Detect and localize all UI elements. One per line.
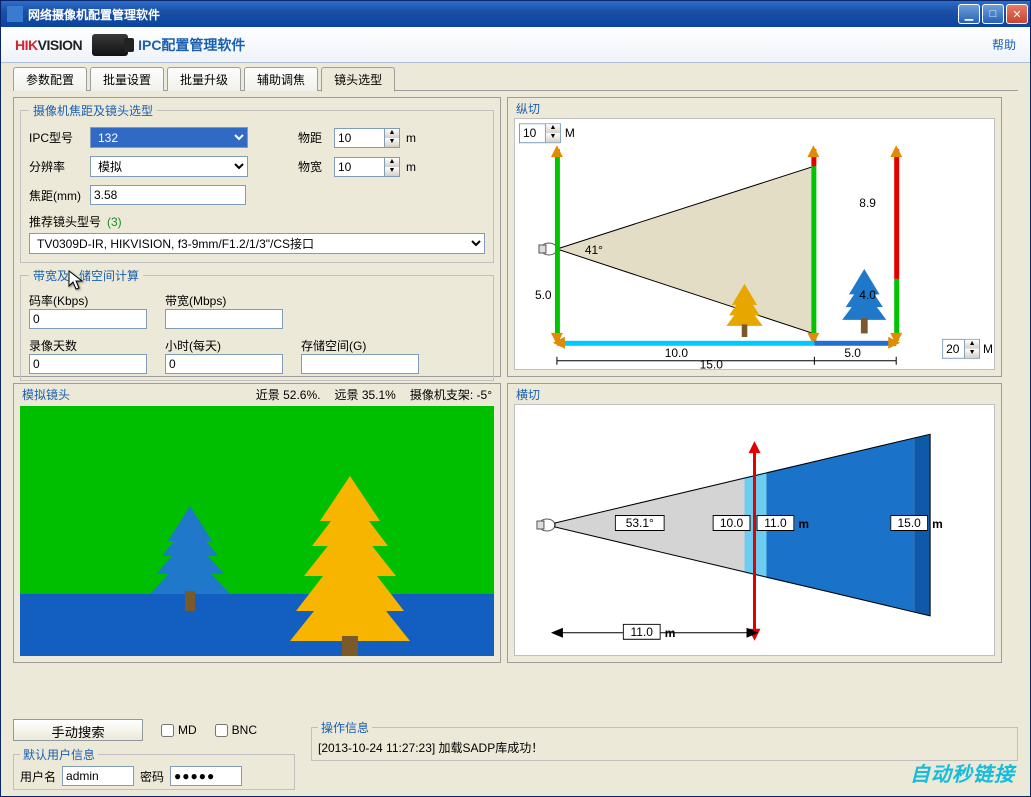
recommend-label: 推荐镜头型号 bbox=[29, 213, 101, 230]
vslice-top-spinner[interactable]: ▲▼ bbox=[519, 123, 561, 143]
svg-text:5.0: 5.0 bbox=[535, 288, 552, 302]
camera-icon bbox=[92, 34, 128, 56]
app-title: IPC配置管理软件 bbox=[138, 35, 245, 55]
lens-near: 近景 52.6%. bbox=[256, 386, 321, 403]
spin-up-icon[interactable]: ▲ bbox=[385, 129, 399, 138]
bitrate-input[interactable] bbox=[29, 309, 147, 329]
operation-info-group: 操作信息 [2013-10-24 11:27:23] 加载SADP库成功！ bbox=[311, 719, 1018, 761]
brand-logo: HIKVISION bbox=[15, 37, 82, 53]
bitrate-label: 码率(Kbps) bbox=[29, 292, 147, 309]
watermark-text: 自动秒链接 bbox=[910, 758, 1015, 787]
help-link[interactable]: 帮助 bbox=[992, 36, 1016, 53]
svg-text:m: m bbox=[798, 517, 809, 531]
svg-text:m: m bbox=[665, 626, 676, 640]
width-input[interactable] bbox=[334, 157, 384, 177]
vslice-diagram: ▲▼ M ▲▼ M bbox=[514, 118, 995, 370]
hslice-panel: 横切 53.1° 10 bbox=[507, 383, 1002, 663]
svg-text:41°: 41° bbox=[585, 243, 603, 257]
distance-unit: m bbox=[406, 131, 416, 145]
spin-up-icon[interactable]: ▲ bbox=[385, 158, 399, 167]
tab-params[interactable]: 参数配置 bbox=[13, 67, 87, 91]
camera-focal-legend: 摄像机焦距及镜头选型 bbox=[29, 102, 157, 119]
svg-text:5.0: 5.0 bbox=[844, 346, 861, 360]
resolution-select[interactable]: 模拟 bbox=[90, 156, 248, 177]
svg-text:4.0: 4.0 bbox=[859, 288, 876, 302]
operation-info-legend: 操作信息 bbox=[318, 719, 372, 736]
window-title: 网络摄像机配置管理软件 bbox=[28, 6, 958, 23]
tab-lens-select[interactable]: 镜头选型 bbox=[321, 67, 395, 92]
banner: HIKVISION IPC配置管理软件 帮助 bbox=[1, 27, 1030, 63]
vslice-panel: 纵切 ▲▼ M ▲▼ M bbox=[507, 97, 1002, 377]
lens-bracket: 摄像机支架: -5° bbox=[410, 386, 492, 403]
bandwidth-label: 带宽(Mbps) bbox=[165, 292, 283, 309]
resolution-label: 分辨率 bbox=[29, 158, 84, 175]
ipc-model-label: IPC型号 bbox=[29, 129, 84, 146]
vslice-right-spinner[interactable]: ▲▼ bbox=[942, 339, 980, 359]
password-label: 密码 bbox=[140, 768, 164, 785]
bandwidth-legend: 带宽及储空间计算 bbox=[29, 267, 143, 284]
spin-down-icon[interactable]: ▼ bbox=[385, 138, 399, 147]
width-label: 物宽 bbox=[298, 158, 328, 175]
hslice-diagram: 53.1° 10.0 11.0 m 15.0 m 11.0 m bbox=[514, 404, 995, 656]
svg-text:8.9: 8.9 bbox=[859, 196, 876, 210]
tab-batch-set[interactable]: 批量设置 bbox=[90, 67, 164, 91]
close-button[interactable]: ✕ bbox=[1006, 4, 1028, 24]
days-input[interactable] bbox=[29, 354, 147, 374]
spin-down-icon[interactable]: ▼ bbox=[385, 167, 399, 176]
tab-focus-assist[interactable]: 辅助调焦 bbox=[244, 67, 318, 91]
lens-title: 模拟镜头 bbox=[22, 386, 70, 403]
titlebar[interactable]: 网络摄像机配置管理软件 ▁ □ ✕ bbox=[1, 1, 1030, 27]
md-checkbox[interactable]: MD bbox=[161, 723, 197, 737]
storage-input[interactable] bbox=[301, 354, 419, 374]
username-label: 用户名 bbox=[20, 768, 56, 785]
operation-info-text: [2013-10-24 11:27:23] 加载SADP库成功！ bbox=[318, 739, 1011, 756]
hours-input[interactable] bbox=[165, 354, 283, 374]
lens-far: 远景 35.1% bbox=[334, 386, 395, 403]
app-icon bbox=[7, 6, 23, 22]
bandwidth-input[interactable] bbox=[165, 309, 283, 329]
focal-input[interactable] bbox=[90, 185, 246, 205]
hslice-title: 横切 bbox=[516, 386, 540, 403]
content-grid: 摄像机焦距及镜头选型 IPC型号 132 物距 ▲▼ m 分辨率 模拟 物宽 ▲… bbox=[1, 91, 1030, 717]
username-input[interactable] bbox=[62, 766, 134, 786]
bnc-checkbox[interactable]: BNC bbox=[215, 723, 257, 737]
distance-spinner[interactable]: ▲▼ bbox=[334, 128, 400, 148]
focal-label: 焦距(mm) bbox=[29, 187, 84, 204]
maximize-button[interactable]: □ bbox=[982, 4, 1004, 24]
recommend-count: (3) bbox=[107, 215, 122, 229]
bottom-bar: 手动搜索 MD BNC 默认用户信息 用户名 密码 ●●●●● 操作信息 [20… bbox=[1, 717, 1030, 796]
lens-panel: 模拟镜头 近景 52.6%. 远景 35.1% 摄像机支架: -5° bbox=[13, 383, 501, 663]
camera-focal-group: 摄像机焦距及镜头选型 IPC型号 132 物距 ▲▼ m 分辨率 模拟 物宽 ▲… bbox=[20, 102, 494, 263]
distance-label: 物距 bbox=[298, 129, 328, 146]
tab-bar: 参数配置 批量设置 批量升级 辅助调焦 镜头选型 bbox=[1, 63, 1030, 91]
width-spinner[interactable]: ▲▼ bbox=[334, 157, 400, 177]
storage-label: 存储空间(G) bbox=[301, 337, 419, 354]
tab-batch-upgrade[interactable]: 批量升级 bbox=[167, 67, 241, 91]
recommend-select[interactable]: TV0309D-IR, HIKVISION, f3-9mm/F1.2/1/3"/… bbox=[29, 233, 485, 254]
lens-sim bbox=[20, 406, 494, 656]
form-panel: 摄像机焦距及镜头选型 IPC型号 132 物距 ▲▼ m 分辨率 模拟 物宽 ▲… bbox=[13, 97, 501, 377]
days-label: 录像天数 bbox=[29, 337, 147, 354]
bandwidth-group: 带宽及储空间计算 码率(Kbps) 带宽(Mbps) bbox=[20, 267, 494, 381]
password-input[interactable]: ●●●●● bbox=[170, 766, 242, 786]
hours-label: 小时(每天) bbox=[165, 337, 283, 354]
ipc-model-select[interactable]: 132 bbox=[90, 127, 248, 148]
manual-search-button[interactable]: 手动搜索 bbox=[13, 719, 143, 741]
distance-input[interactable] bbox=[334, 128, 384, 148]
width-unit: m bbox=[406, 160, 416, 174]
svg-text:m: m bbox=[932, 517, 943, 531]
svg-text:15.0: 15.0 bbox=[700, 358, 724, 369]
vslice-title: 纵切 bbox=[516, 100, 540, 117]
svg-text:10.0: 10.0 bbox=[665, 346, 689, 360]
minimize-button[interactable]: ▁ bbox=[958, 4, 980, 24]
user-info-group: 默认用户信息 用户名 密码 ●●●●● bbox=[13, 746, 295, 790]
app-window: 网络摄像机配置管理软件 ▁ □ ✕ HIKVISION IPC配置管理软件 帮助… bbox=[0, 0, 1031, 797]
user-info-legend: 默认用户信息 bbox=[20, 746, 98, 763]
